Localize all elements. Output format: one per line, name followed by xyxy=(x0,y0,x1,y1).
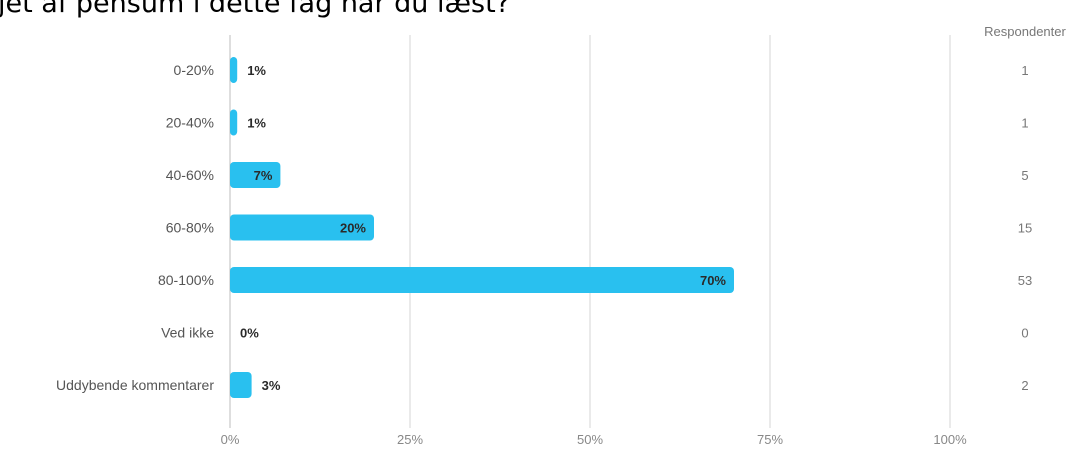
x-tick-label: 25% xyxy=(397,432,423,447)
category-label: 40-60% xyxy=(166,167,214,183)
bar xyxy=(230,162,281,188)
respondent-count: 2 xyxy=(1021,378,1028,393)
data-label: 0% xyxy=(240,326,259,341)
category-label: Ved ikke xyxy=(161,325,214,341)
x-tick-label: 0% xyxy=(221,432,240,447)
chart-title: jet af pensum i dette fag har du læst? xyxy=(0,0,510,19)
x-tick-label: 100% xyxy=(933,432,967,447)
bar xyxy=(230,57,238,83)
labels: 0% 25% 50% 75% 100%0-20% 1% 120-40% 1% 140-60% 7%… xyxy=(56,62,1032,447)
data-label: 1% xyxy=(247,116,266,131)
respondent-count: 53 xyxy=(1018,273,1032,288)
x-tick-label: 75% xyxy=(757,432,783,447)
data-label: 20% xyxy=(340,221,366,236)
bar xyxy=(230,109,238,136)
data-label: 70% xyxy=(700,273,726,288)
category-label: 60-80% xyxy=(166,220,214,236)
respondent-count: 15 xyxy=(1018,221,1032,236)
respondent-count: 1 xyxy=(1021,116,1028,131)
grid xyxy=(229,35,951,428)
x-tick-label: 50% xyxy=(577,432,603,447)
category-label: 80-100% xyxy=(158,272,214,288)
bar xyxy=(230,267,734,293)
bars xyxy=(230,57,734,398)
data-label: 1% xyxy=(247,63,266,78)
respondent-count: 0 xyxy=(1021,326,1028,341)
bar xyxy=(230,214,374,241)
respondent-count: 5 xyxy=(1021,168,1028,183)
respondent-count: 1 xyxy=(1021,63,1028,78)
data-label: 7% xyxy=(254,168,273,183)
data-label: 3% xyxy=(262,378,281,393)
bar xyxy=(230,372,252,398)
category-label: Uddybende kommentarer xyxy=(56,377,214,393)
respondents-header: Respondenter xyxy=(984,24,1066,39)
category-label: 0-20% xyxy=(174,62,214,78)
category-label: 20-40% xyxy=(166,115,214,131)
